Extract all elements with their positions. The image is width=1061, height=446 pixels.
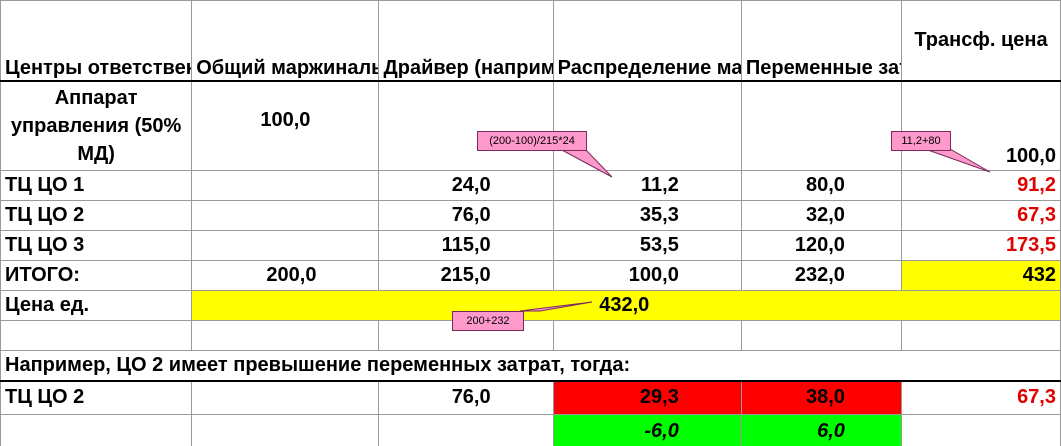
header-total-margin: Общий маржинальный доход на ед.	[191, 0, 380, 82]
table-row-co3: ТЦ ЦО 3 115,0 53,5 120,0 173,5	[0, 230, 1061, 261]
example-driver: 76,0	[378, 380, 554, 415]
example-var-costs: 38,0	[740, 380, 902, 415]
empty-cell	[191, 320, 380, 351]
total-label: ИТОГО:	[0, 260, 193, 291]
allocation-formula-callout: (200-100)/215*24	[477, 131, 587, 151]
table-row-co1: ТЦ ЦО 1 24,0 11,2 80,0 91,2	[0, 170, 1061, 201]
row-allocation: 35,3	[552, 200, 742, 231]
row-allocation: 11,2	[552, 170, 742, 201]
table-row-co2: ТЦ ЦО 2 76,0 35,3 32,0 67,3	[0, 200, 1061, 231]
unit-price-value: 432,0	[191, 290, 1061, 321]
example-margin-empty	[191, 380, 380, 415]
example-label: ТЦ ЦО 2	[0, 380, 193, 415]
total-transfer-price: 432	[900, 260, 1061, 291]
example-allocation: 29,3	[552, 380, 742, 415]
row-margin-empty	[191, 200, 380, 231]
row-driver: 76,0	[378, 200, 554, 231]
row-margin-empty	[191, 230, 380, 261]
note-text: Например, ЦО 2 имеет превышение переменн…	[0, 350, 1061, 382]
row-label: ТЦ ЦО 3	[0, 230, 193, 261]
empty-cell	[0, 320, 193, 351]
unit-price-label: Цена ед.	[0, 290, 193, 321]
row-label: ТЦ ЦО 1	[0, 170, 193, 201]
apparat-label: Аппарат управления (50% МД)	[0, 80, 193, 171]
header-margin-allocation: Распределение маржинального дохода	[552, 0, 742, 82]
transfer-formula-callout: 11,2+80	[891, 131, 951, 151]
total-margin: 200,0	[191, 260, 380, 291]
difference-row: -6,0 6,0	[0, 414, 1061, 446]
unit-price-row: Цена ед. 432,0	[0, 290, 1061, 321]
total-row: ИТОГО: 200,0 215,0 100,0 232,0 432	[0, 260, 1061, 291]
apparat-total-margin: 100,0	[191, 80, 380, 171]
empty-cell	[191, 414, 380, 446]
empty-cell	[900, 414, 1061, 446]
example-row: ТЦ ЦО 2 76,0 29,3 38,0 67,3	[0, 380, 1061, 415]
empty-cell	[0, 414, 193, 446]
row-margin-empty	[191, 170, 380, 201]
price-formula-callout: 200+232	[452, 311, 524, 331]
row-transfer-price: 173,5	[900, 230, 1061, 261]
row-label: ТЦ ЦО 2	[0, 200, 193, 231]
empty-cell	[552, 320, 742, 351]
row-allocation: 53,5	[552, 230, 742, 261]
diff-var-costs: 6,0	[740, 414, 902, 446]
note-row: Например, ЦО 2 имеет превышение переменн…	[0, 350, 1061, 382]
row-var-costs: 120,0	[740, 230, 902, 261]
apparat-var-costs-empty	[740, 80, 902, 171]
header-driver: Драйвер (например трудоемкость)	[378, 0, 554, 82]
example-transfer-price: 67,3	[900, 380, 1061, 415]
diff-allocation: -6,0	[552, 414, 742, 446]
total-allocation: 100,0	[552, 260, 742, 291]
total-driver: 215,0	[378, 260, 554, 291]
empty-cell	[740, 320, 902, 351]
total-var-costs: 232,0	[740, 260, 902, 291]
apparat-row: Аппарат управления (50% МД) 100,0 100,0	[0, 80, 1061, 171]
row-transfer-price: 91,2	[900, 170, 1061, 201]
row-var-costs: 80,0	[740, 170, 902, 201]
empty-row	[0, 320, 1061, 351]
empty-cell	[378, 414, 554, 446]
row-var-costs: 32,0	[740, 200, 902, 231]
apparat-allocation-empty	[552, 80, 742, 171]
header-transfer-price: Трансф. цена	[900, 0, 1061, 82]
empty-cell	[900, 320, 1061, 351]
row-driver: 115,0	[378, 230, 554, 261]
header-row: Центры ответственности Общий маржинальны…	[0, 0, 1061, 82]
apparat-transfer-price: 100,0	[900, 80, 1061, 171]
header-responsibility-centers: Центры ответственности	[0, 0, 193, 82]
row-transfer-price: 67,3	[900, 200, 1061, 231]
header-variable-costs: Переменные затраты собственные	[740, 0, 902, 82]
row-driver: 24,0	[378, 170, 554, 201]
apparat-driver-empty	[378, 80, 554, 171]
